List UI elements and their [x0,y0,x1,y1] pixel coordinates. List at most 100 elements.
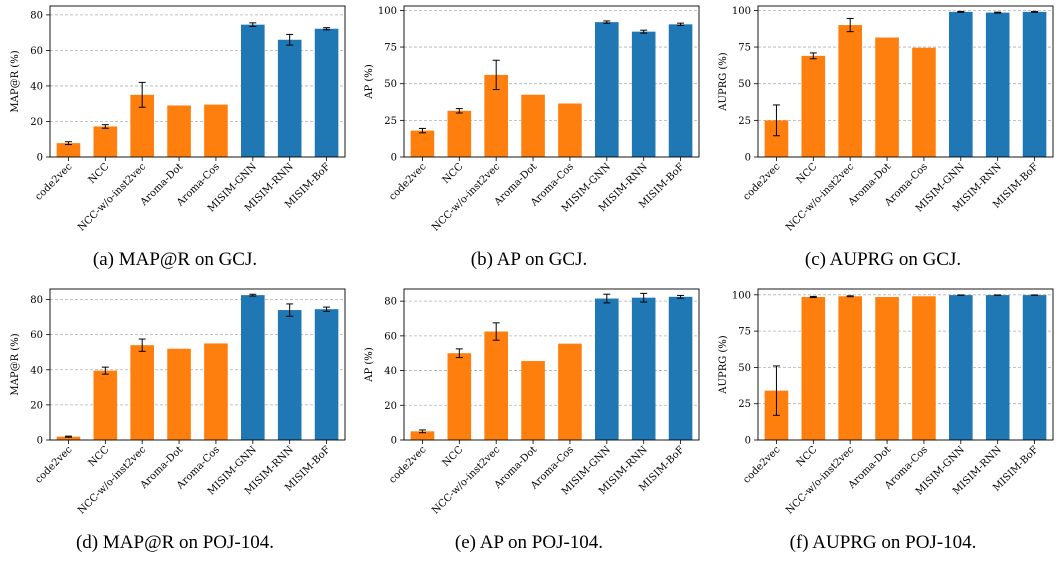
bar-aroma-cos [204,343,228,440]
chart-panel-d: 0 20 40 60 80 code2vec NCC NCC-w/o-inst2vec Arom… [0,283,350,565]
x-tick-label: NCC [795,161,820,186]
bar-ncc [801,55,826,157]
y-axis-label: MAP@R (%) [10,333,21,395]
y-tick-label: 20 [30,117,43,128]
bar-ncc [447,110,472,157]
bar-aroma-dot [521,361,545,440]
y-tick-label: 20 [30,400,43,411]
x-tick-label: NCC-w/o-inst2vec [76,161,148,233]
chart-panel-b: 0 25 50 75 100 code2vec NCC NCC-w/o-inst2vec Aro… [354,0,704,282]
chart-panel-f: 0 25 50 75 100 code2vec NCC NCC-w/o-inst2vec Aro… [708,283,1058,565]
bar-misim-rnn [985,295,1010,440]
plot-frame [403,288,700,441]
bar-misim-gnn [241,24,265,158]
bar-ncc [93,370,118,440]
y-tick-label: 100 [732,6,751,17]
bar-misim-gnn [949,295,973,440]
y-tick-label: 50 [738,363,751,374]
bar-misim-rnn [631,297,656,440]
y-tick-label: 40 [30,81,43,92]
chart-caption-b: (b) AP on GCJ. [470,249,588,270]
y-axis-label: AUPRG (%) [718,52,729,111]
bar-ncc-w-o-inst2vec [838,296,862,440]
y-tick-label: 100 [732,290,751,301]
bar-aroma-dot [521,94,545,157]
x-tick-label: code2vec [33,161,75,203]
bar-ncc-w-o-inst2vec [838,25,862,157]
x-tick-label: NCC-w/o-inst2vec [430,444,502,516]
y-tick-label: 20 [384,401,397,412]
x-tick-label: NCC-w/o-inst2vec [784,444,856,516]
bar-misim-bof [314,28,339,157]
y-tick-label: 40 [30,365,43,376]
chart-panel-c: 0 25 50 75 100 code2vec NCC NCC-w/o-inst2vec Aro… [708,0,1058,282]
bar-misim-gnn [241,295,265,440]
bar-aroma-cos [912,296,936,440]
bar-misim-rnn [277,39,302,157]
bar-ncc-w-o-inst2vec [484,331,508,440]
y-tick-label: 75 [738,327,751,338]
plot-frame [757,5,1054,158]
y-tick-label: 60 [30,46,43,57]
bar-aroma-cos [558,103,582,157]
y-tick-label: 80 [384,297,397,308]
y-tick-label: 0 [745,436,751,447]
bar-ncc-w-o-inst2vec [484,74,508,157]
bar-aroma-dot [167,105,191,157]
y-axis-label: AP (%) [364,347,375,383]
bar-ncc-w-o-inst2vec [130,345,154,440]
plot-frame [757,288,1054,441]
chart-panel-a: 0 20 40 60 80 code2vec NCC NCC-w/o-inst2vec Arom… [0,0,350,282]
y-tick-label: 75 [738,43,751,54]
bar-misim-gnn [595,298,619,440]
bar-aroma-dot [167,348,191,440]
x-tick-label: code2vec [387,161,429,203]
y-axis-label: AUPRG (%) [718,335,729,394]
y-tick-label: 0 [37,436,43,447]
y-tick-label: 50 [738,79,751,90]
bar-code2vec [56,436,81,440]
bar-aroma-cos [912,47,936,157]
chart-caption-f: (f) AUPRG on POJ-104. [789,532,977,553]
bar-misim-bof [314,309,339,440]
bar-ncc [447,353,472,440]
bar-aroma-cos [204,104,228,157]
y-axis-label: AP (%) [364,64,375,100]
plot-frame [49,5,346,158]
bar-misim-bof [1022,11,1047,158]
y-tick-label: 100 [378,6,397,17]
bar-ncc [801,296,826,440]
y-tick-label: 0 [391,153,397,164]
bar-misim-rnn [985,12,1010,157]
bar-misim-bof [1022,295,1047,440]
y-tick-label: 60 [384,331,397,342]
chart-caption-d: (d) MAP@R on POJ-104. [75,532,274,553]
x-tick-label: code2vec [741,444,783,486]
x-tick-label: NCC-w/o-inst2vec [76,444,148,516]
chart-caption-e: (e) AP on POJ-104. [454,532,604,553]
bar-code2vec [410,130,435,157]
chart-panel-e: 0 20 40 60 80 code2vec NCC NCC-w/o-inst2vec Arom… [354,283,704,565]
y-tick-label: 0 [745,153,751,164]
plot-frame [49,288,346,441]
bar-misim-gnn [949,11,973,158]
bar-aroma-cos [558,343,582,440]
chart-caption-a: (a) MAP@R on GCJ. [92,249,258,270]
y-tick-label: 25 [384,116,397,127]
y-tick-label: 50 [384,79,397,90]
y-tick-label: 25 [738,116,751,127]
x-tick-label: NCC [87,161,112,186]
y-tick-label: 75 [384,43,397,54]
bar-misim-gnn [595,22,619,157]
bar-code2vec [764,120,789,157]
bar-misim-rnn [277,310,302,440]
bar-misim-bof [668,296,693,440]
y-tick-label: 80 [30,10,43,21]
y-tick-label: 80 [30,295,43,306]
bar-aroma-dot [875,37,899,157]
